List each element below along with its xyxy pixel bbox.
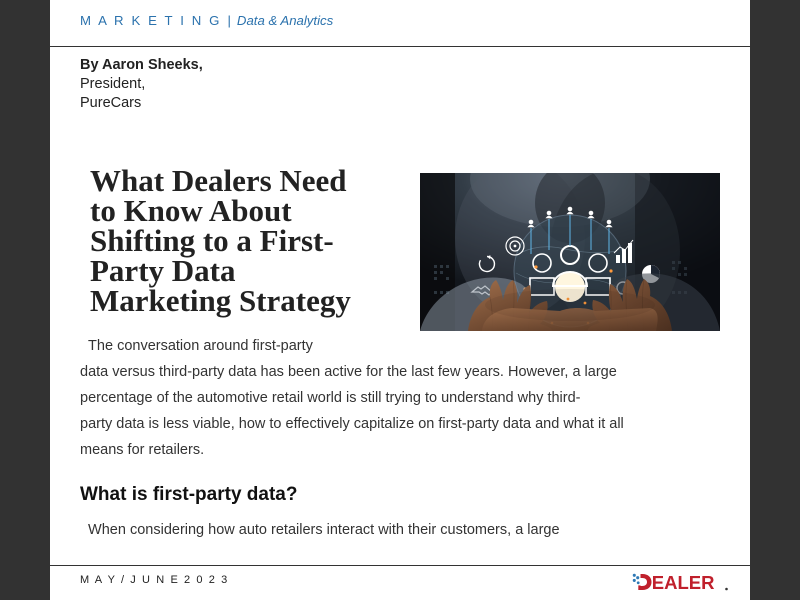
- svg-text:EALER: EALER: [652, 573, 715, 593]
